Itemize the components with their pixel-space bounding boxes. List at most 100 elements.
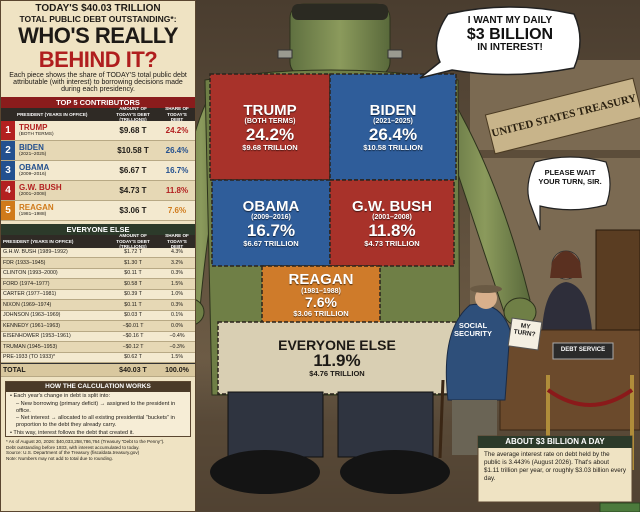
president: JOHNSON (1963–1969) xyxy=(3,312,61,319)
president-years: (2001–2008) xyxy=(19,192,47,198)
patch xyxy=(261,265,381,325)
clerk-hair xyxy=(550,251,582,278)
bolt xyxy=(387,49,403,59)
president: FORD (1974–1977) xyxy=(3,280,50,287)
clerk-speech: PLEASE WAIT YOUR TURN, SIR. xyxy=(528,168,612,187)
table-row: G.H.W. BUSH (1989–1992) $1.72 T 4.3% xyxy=(1,247,195,259)
name-cell: TRUMP (BOTH TERMS) xyxy=(15,121,107,140)
amount: $0.03 T xyxy=(124,312,142,319)
patch-name: OBAMA xyxy=(242,197,300,215)
rank: 1 xyxy=(1,120,15,140)
table-row: TRUMAN (1945–1953) −$0.12 T −0.3% xyxy=(1,342,195,353)
patch-label: BIDEN (2021–2025) 26.4% $10.58 TRILLION xyxy=(330,74,456,180)
patch-share: 16.7% xyxy=(246,220,296,240)
amount: $0.39 T xyxy=(124,291,142,298)
president-name: OBAMA xyxy=(19,163,50,173)
table-row: 3 OBAMA (2009–2016) $6.67 T 16.7% xyxy=(1,160,195,181)
patch-years: (2009–2016) xyxy=(251,214,291,222)
left-leg xyxy=(227,391,324,458)
share: 0.1% xyxy=(170,312,184,319)
name-cell: BIDEN (2021–2025) xyxy=(15,141,107,160)
amount: $4.73 T xyxy=(119,185,147,195)
president: NIXON (1969–1974) xyxy=(3,301,52,308)
table-title: TOP 5 CONTRIBUTORS xyxy=(1,96,195,108)
header-line: TODAY'S $40.03 TRILLION xyxy=(35,3,161,14)
table-row: EISENHOWER (1953–1961) −$0.16 T −0.4% xyxy=(1,331,195,343)
hair xyxy=(292,4,388,20)
share: 1.5% xyxy=(170,280,184,287)
rope xyxy=(546,388,634,407)
patch xyxy=(329,179,455,267)
calculation-title: HOW THE CALCULATION WORKS xyxy=(6,382,190,393)
patch-share: 24.2% xyxy=(245,124,295,144)
column-header: SHARE OF TODAY'S DEBT xyxy=(165,106,189,122)
column-header: AMOUNT OF TODAY'S DEBT (TRILLIONS) xyxy=(116,233,150,249)
president: CLINTON (1993–2000) xyxy=(3,270,58,277)
table-row: 2 BIDEN (2021–2025) $10.58 T 26.4% xyxy=(1,140,195,161)
patch-share: 26.4% xyxy=(368,124,418,144)
column-header: SHARE OF TODAY'S DEBT xyxy=(165,233,189,249)
jacket-line: SECURITY xyxy=(454,329,492,339)
clerk-speech-line: PLEASE WAIT xyxy=(544,168,596,177)
amount: $0.62 T xyxy=(124,354,142,361)
president-years: (2021–2025) xyxy=(19,152,47,158)
amount: $0.11 T xyxy=(124,301,142,308)
president: EISENHOWER (1953–1961) xyxy=(3,333,71,340)
patch-years: (BOTH TERMS) xyxy=(244,118,296,126)
patch-label: REAGAN (1981–1988) 7.6% $3.06 TRILLION xyxy=(262,266,380,324)
patch-share: 11.8% xyxy=(368,220,416,240)
table-row: CARTER (1977–1981) $0.39 T 1.0% xyxy=(1,289,195,301)
share: 1.5% xyxy=(170,354,184,361)
table-row: NIXON (1969–1974) $0.11 T 0.3% xyxy=(1,300,195,311)
amount: $0.11 T xyxy=(124,270,142,277)
patch-amount: $3.06 TRILLION xyxy=(293,308,349,318)
share: 100.0% xyxy=(165,366,189,374)
president-years: (BOTH TERMS) xyxy=(19,132,54,138)
share: 1.0% xyxy=(170,291,184,298)
patch-amount: $9.68 TRILLION xyxy=(242,142,298,152)
left-panel: TODAY'S $40.03 TRILLION TOTAL PUBLIC DEBT… xyxy=(0,0,196,512)
footnote: Debt outstanding before 1933, with inter… xyxy=(6,444,140,450)
table-row: CLINTON (1993–2000) $0.11 T 0.3% xyxy=(1,268,195,280)
patch-years: (1981–1988) xyxy=(301,287,341,295)
amount: −$0.16 T xyxy=(122,333,144,340)
president: FDR (1933–1945) xyxy=(3,259,46,266)
calculation-line: • Each year's change in debt is split in… xyxy=(10,393,111,400)
treasury-sign-plate xyxy=(484,77,640,155)
share: 0.3% xyxy=(170,301,184,308)
name-cell: G.W. BUSH (2001–2008) xyxy=(15,181,107,200)
wall-molding xyxy=(470,150,640,158)
share: 4.3% xyxy=(170,249,184,256)
speech-bubble xyxy=(419,6,581,79)
amount: $10.58 T xyxy=(117,145,149,155)
amount: $1.30 T xyxy=(124,259,142,266)
name-cell: REAGAN (1981–1988) xyxy=(15,201,107,220)
rank: 3 xyxy=(1,160,15,180)
patch-share: 11.9% xyxy=(313,351,361,371)
patch-name: EVERYONE ELSE xyxy=(278,336,396,353)
speech-line: $3 BILLION xyxy=(466,25,554,43)
patch-share: 7.6% xyxy=(305,294,337,311)
share: 0.0% xyxy=(170,322,184,329)
share: 16.7% xyxy=(165,165,189,175)
patch-amount: $6.67 TRILLION xyxy=(243,238,299,248)
share: 26.4% xyxy=(165,145,189,155)
jacket-line: SOCIAL xyxy=(458,321,488,330)
president-years: (2009–2016) xyxy=(19,172,47,178)
column-headers: PRESIDENT (YEARS IN OFFICE) AMOUNT OF TOD… xyxy=(1,106,195,122)
header-line: TOTAL PUBLIC DEBT OUTSTANDING*: xyxy=(19,13,177,24)
intro: Each piece shows the share of TODAY'S to… xyxy=(9,71,187,94)
right-leg xyxy=(337,391,434,458)
spacer xyxy=(1,108,15,121)
right-boot xyxy=(340,450,450,494)
table-row: 4 G.W. BUSH (2001–2008) $4.73 T 11.8% xyxy=(1,180,195,201)
table-row: FDR (1933–1945) $1.30 T 3.2% xyxy=(1,258,195,269)
column-header: PRESIDENT (YEARS IN OFFICE) xyxy=(3,238,74,244)
patch-amount: $4.76 TRILLION xyxy=(309,369,365,379)
patch-name: REAGAN xyxy=(288,271,354,289)
table-row: KENNEDY (1961–1963) −$0.01 T 0.0% xyxy=(1,321,195,332)
patch xyxy=(217,321,457,395)
desk-sign: DEBT SERVICE xyxy=(560,347,606,353)
patch-label: OBAMA (2009–2016) 16.7% $6.67 TRILLION xyxy=(212,180,330,266)
